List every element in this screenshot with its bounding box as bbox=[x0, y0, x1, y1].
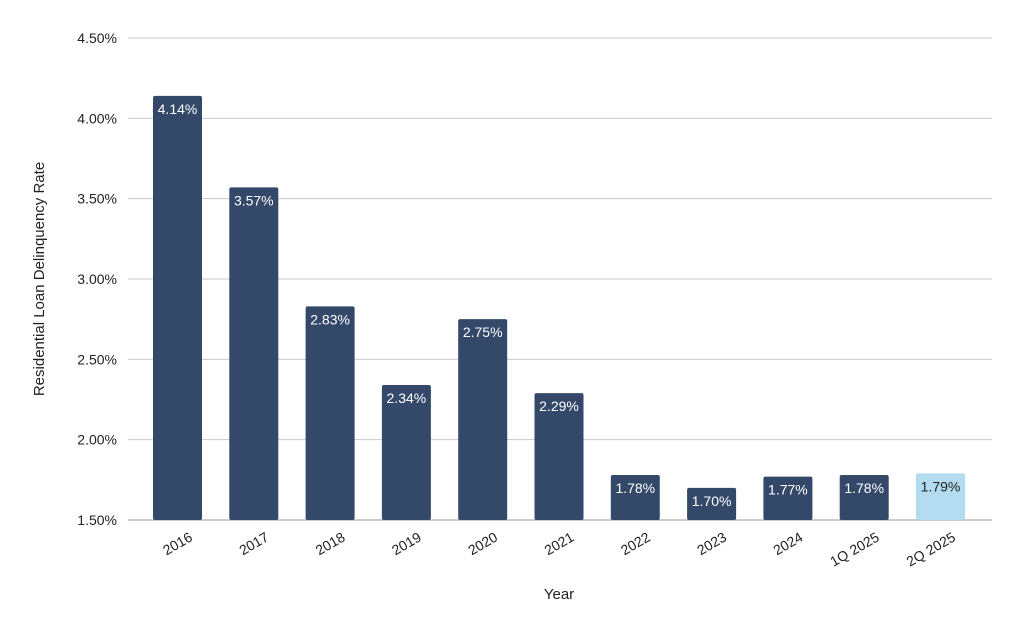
y-axis-title: Residential Loan Delinquency Rate bbox=[31, 162, 48, 396]
y-tick-label: 3.00% bbox=[77, 271, 117, 287]
y-tick-label: 1.50% bbox=[77, 512, 117, 528]
data-label: 2.29% bbox=[539, 398, 579, 414]
x-axis-ticks: 2016 2017 2018 2019 2020 2021 2022 2023 2024 1Q 2… bbox=[160, 529, 958, 570]
y-tick-label: 4.50% bbox=[77, 30, 117, 46]
data-label: 1.79% bbox=[921, 478, 961, 494]
data-label: 4.14% bbox=[158, 101, 198, 117]
x-tick-label: 2023 bbox=[694, 529, 729, 559]
x-tick-label: 2022 bbox=[618, 529, 653, 559]
bar-2024 bbox=[763, 476, 813, 520]
data-label: 1.78% bbox=[844, 480, 884, 496]
data-label: 1.70% bbox=[692, 493, 732, 509]
y-axis-ticks: 1.50% 2.00% 2.50% 3.00% 3.50% 4.00% 4.50% bbox=[77, 30, 117, 528]
bar-2017 bbox=[229, 187, 279, 521]
x-tick-label: 2017 bbox=[236, 529, 271, 559]
data-label: 2.75% bbox=[463, 324, 503, 340]
y-tick-label: 2.50% bbox=[77, 351, 117, 367]
x-tick-label: 2020 bbox=[465, 529, 500, 559]
data-label: 1.78% bbox=[615, 480, 655, 496]
bar-2q-2025 bbox=[916, 473, 965, 520]
bar-2016 bbox=[153, 95, 202, 520]
data-label: 2.83% bbox=[310, 311, 350, 327]
data-label: 2.34% bbox=[387, 390, 427, 406]
bar-2022 bbox=[610, 475, 660, 520]
bar-2023 bbox=[687, 487, 737, 520]
x-tick-label: 2021 bbox=[542, 529, 577, 559]
bar-2020 bbox=[458, 319, 508, 520]
bar-2018 bbox=[305, 306, 355, 520]
bar-1q-2025 bbox=[839, 475, 889, 520]
bar-2021 bbox=[534, 393, 584, 520]
x-tick-label: 2018 bbox=[313, 529, 348, 559]
x-axis-title: Year bbox=[544, 586, 574, 603]
y-tick-label: 2.00% bbox=[77, 432, 117, 448]
x-tick-label: 2019 bbox=[389, 529, 424, 559]
bars: 4.14% 3.57% 2.83% 2.34% 2.75% 2.29% 1.78% 1.70%… bbox=[153, 95, 965, 521]
data-label: 1.77% bbox=[768, 482, 808, 498]
y-tick-label: 3.50% bbox=[77, 191, 117, 207]
x-tick-label: 2024 bbox=[770, 529, 805, 559]
bar-2019 bbox=[381, 385, 431, 520]
x-tick-label: 2Q 2025 bbox=[903, 529, 958, 570]
y-tick-label: 4.00% bbox=[77, 110, 117, 126]
x-tick-label: 1Q 2025 bbox=[827, 529, 882, 570]
data-label: 3.57% bbox=[234, 192, 274, 208]
x-tick-label: 2016 bbox=[160, 529, 195, 559]
